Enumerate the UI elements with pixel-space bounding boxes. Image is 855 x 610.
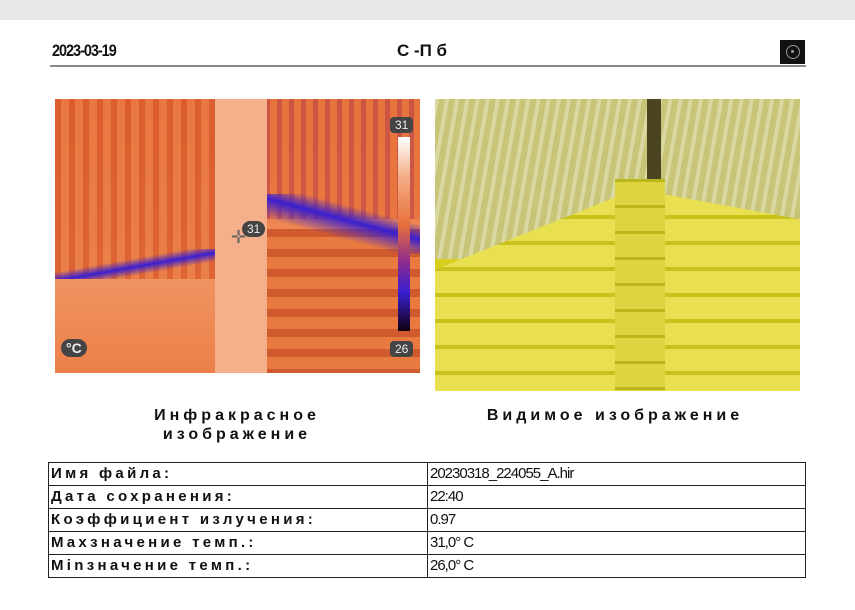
visible-image bbox=[435, 99, 800, 391]
header-divider bbox=[50, 65, 806, 67]
unit-badge: °C bbox=[61, 339, 87, 357]
table-row: Имя файла: 20230318_224055_A.hir bbox=[48, 462, 806, 486]
camera-lens-logo-icon bbox=[780, 40, 805, 64]
top-bar bbox=[0, 0, 855, 20]
spot-temp-label: 31 bbox=[242, 221, 266, 237]
table-row: Коэффициент излучения: 0.97 bbox=[48, 508, 806, 532]
info-table: Имя файла: 20230318_224055_A.hir Дата сох… bbox=[48, 462, 806, 578]
table-row: Maxзначение темп.: 31,0° C bbox=[48, 531, 806, 555]
report-title: С -П б bbox=[396, 41, 448, 60]
table-row: Minзначение темп.: 26,0° C bbox=[48, 554, 806, 578]
scale-max-label: 31 bbox=[390, 117, 414, 133]
ir-caption: Инфракрасное изображение bbox=[154, 407, 320, 443]
visible-caption: Видимое изображение bbox=[486, 407, 744, 424]
infrared-image: 31 26 ✛ 31 °C bbox=[55, 99, 420, 373]
temperature-scale-bar bbox=[398, 137, 410, 331]
report-date: 2023-03-19 bbox=[52, 41, 117, 60]
scale-min-label: 26 bbox=[390, 341, 414, 357]
table-row: Дата сохранения: 22:40 bbox=[48, 485, 806, 509]
